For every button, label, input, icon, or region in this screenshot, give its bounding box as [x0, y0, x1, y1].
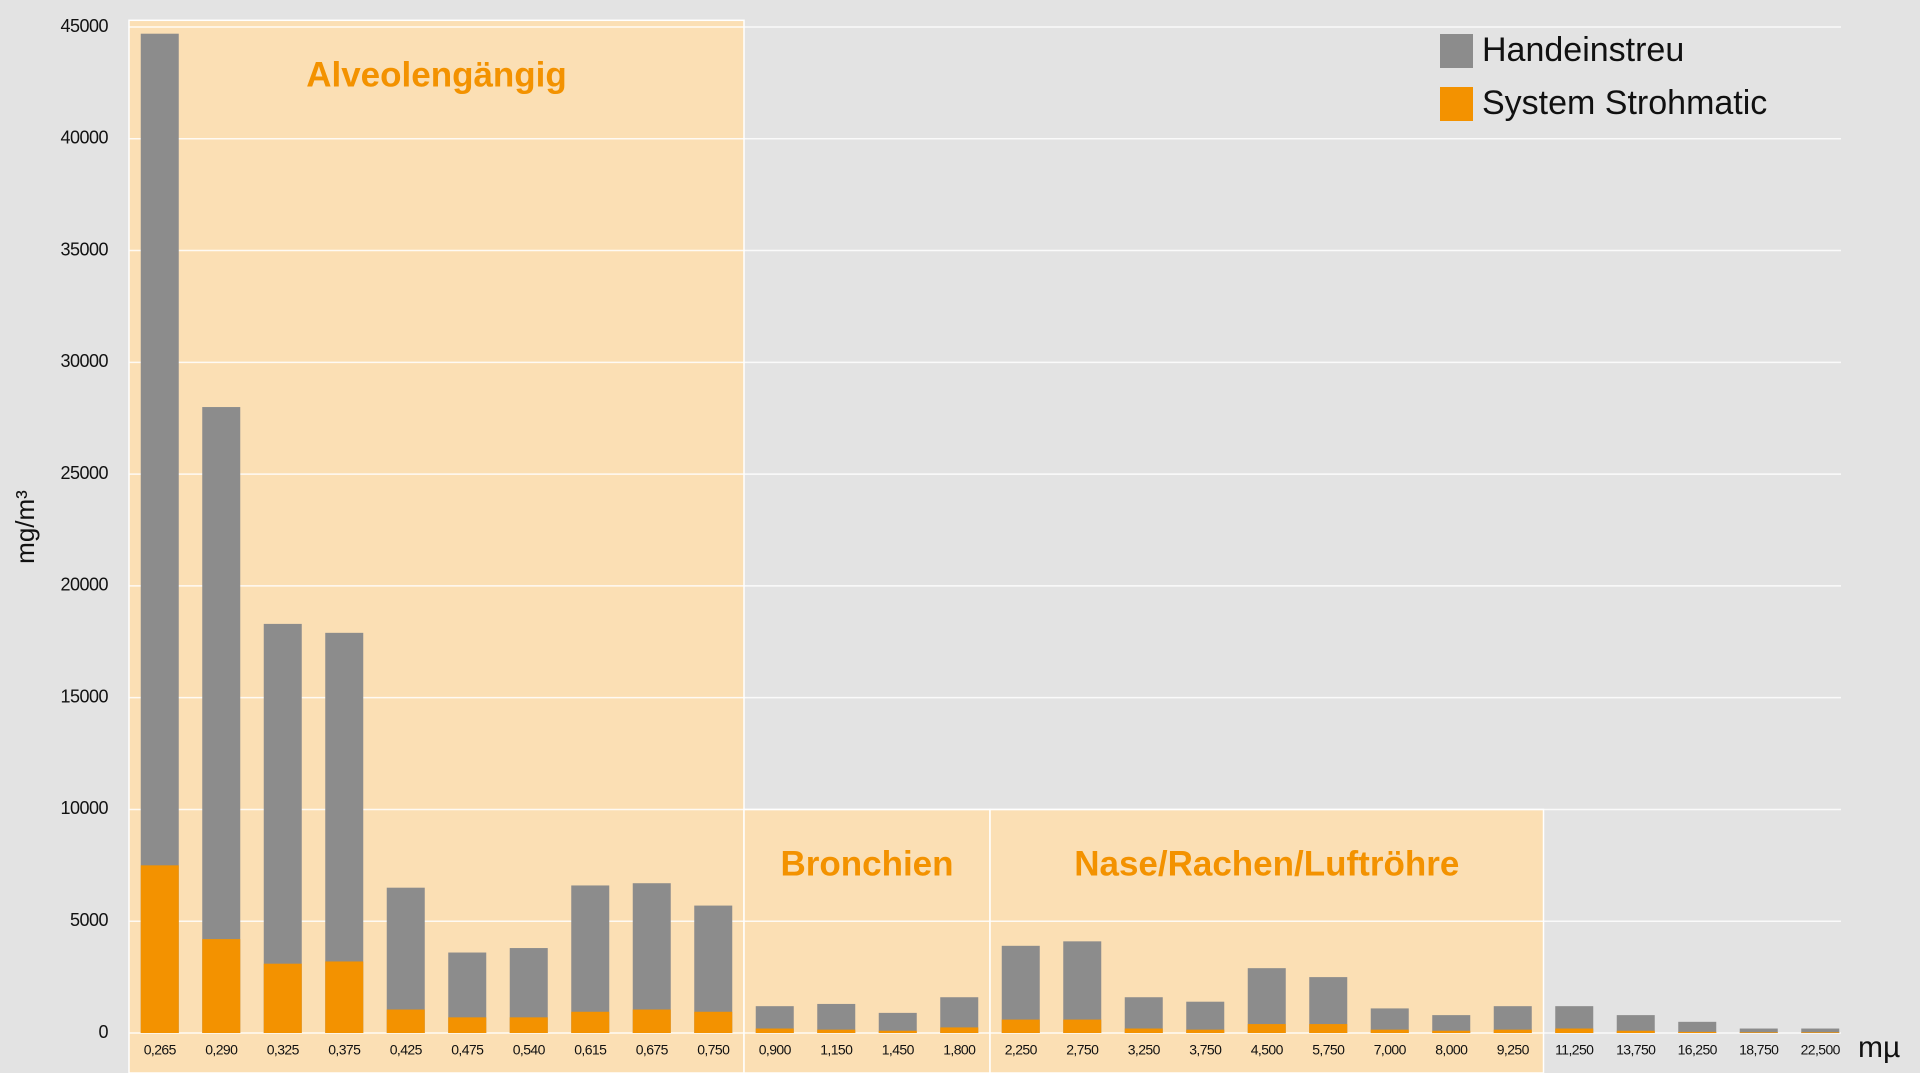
x-tick-label: 1,150 — [820, 1042, 853, 1058]
bar — [817, 1029, 856, 1033]
bar — [1186, 1001, 1225, 1033]
bar — [202, 939, 241, 1033]
bar — [1186, 1029, 1225, 1033]
y-tick-label: 45000 — [60, 16, 108, 36]
bar — [509, 1017, 548, 1033]
x-tick-label: 18,750 — [1739, 1042, 1779, 1058]
bar — [1247, 1024, 1286, 1033]
x-tick-label: 11,250 — [1555, 1042, 1594, 1058]
bar — [1555, 1028, 1594, 1033]
bar — [1124, 997, 1163, 1033]
y-tick-label: 30000 — [60, 351, 108, 371]
x-tick-label: 0,750 — [697, 1042, 730, 1058]
x-tick-label: 0,265 — [144, 1042, 177, 1058]
region-label: Nase/Rachen/Luftröhre — [1074, 845, 1459, 884]
x-tick-label: 22,500 — [1801, 1042, 1841, 1058]
x-tick-label: 2,750 — [1066, 1042, 1099, 1058]
x-tick-label: 0,675 — [636, 1042, 669, 1058]
bar — [1309, 977, 1348, 1033]
legend-label: System Strohmatic — [1482, 84, 1767, 122]
bar — [1432, 1015, 1471, 1033]
bar — [755, 1028, 794, 1033]
bar — [1801, 1028, 1840, 1033]
bar — [817, 1003, 856, 1033]
bar — [878, 1030, 917, 1033]
bar — [940, 1027, 979, 1033]
x-tick-label: 1,450 — [882, 1042, 915, 1058]
bar — [694, 1011, 733, 1033]
y-axis-label: mg/m³ — [10, 490, 40, 564]
bar — [1370, 1029, 1409, 1033]
x-tick-label: 3,750 — [1189, 1042, 1222, 1058]
legend-label: Handeinstreu — [1482, 31, 1684, 69]
bar — [1247, 968, 1286, 1033]
x-tick-label: 9,250 — [1497, 1042, 1530, 1058]
x-tick-label: 8,000 — [1435, 1042, 1468, 1058]
x-tick-label: 13,750 — [1616, 1042, 1656, 1058]
bar — [386, 1009, 425, 1033]
bar — [1616, 1030, 1655, 1033]
bar — [1493, 1006, 1532, 1033]
x-tick-label: 0,615 — [574, 1042, 607, 1058]
bar — [1493, 1029, 1532, 1033]
bar — [1309, 1024, 1348, 1033]
bar — [1739, 1032, 1778, 1033]
y-tick-label: 5000 — [70, 910, 109, 930]
bar — [386, 887, 425, 1033]
region-label: Alveolengängig — [306, 56, 567, 95]
x-tick-label: 0,325 — [267, 1042, 300, 1058]
legend-swatch — [1440, 34, 1473, 68]
y-tick-label: 15000 — [60, 686, 108, 706]
x-tick-label: 7,000 — [1374, 1042, 1407, 1058]
bar — [1678, 1031, 1717, 1033]
bar — [325, 961, 364, 1033]
x-tick-label: 16,250 — [1678, 1042, 1718, 1058]
x-unit-label: mµ — [1858, 1031, 1900, 1064]
y-tick-label: 20000 — [60, 575, 108, 595]
y-tick-label: 25000 — [60, 463, 108, 483]
bar — [448, 1017, 487, 1033]
bar — [1063, 1019, 1102, 1033]
bar — [632, 1009, 671, 1033]
bar — [878, 1012, 917, 1033]
x-tick-label: 0,290 — [205, 1042, 238, 1058]
x-tick-label: 4,500 — [1251, 1042, 1284, 1058]
bar — [1063, 941, 1102, 1033]
x-tick-label: 0,425 — [390, 1042, 423, 1058]
bar — [632, 883, 671, 1033]
bar — [940, 997, 979, 1033]
bar — [140, 865, 179, 1033]
x-tick-label: 0,375 — [328, 1042, 361, 1058]
bar — [571, 885, 610, 1033]
x-tick-label: 3,250 — [1128, 1042, 1161, 1058]
bar — [1124, 1028, 1163, 1033]
x-tick-label: 0,900 — [759, 1042, 792, 1058]
x-tick-label: 1,800 — [943, 1042, 976, 1058]
bar — [1001, 945, 1040, 1033]
bar — [1432, 1030, 1471, 1033]
y-tick-label: 10000 — [60, 798, 108, 818]
region-label: Bronchien — [780, 845, 953, 884]
bar — [1739, 1028, 1778, 1033]
x-tick-label: 2,250 — [1005, 1042, 1038, 1058]
x-tick-label: 5,750 — [1312, 1042, 1345, 1058]
x-tick-label: 0,540 — [513, 1042, 546, 1058]
bar — [202, 407, 241, 1033]
y-tick-label: 35000 — [60, 239, 108, 259]
y-tick-label: 0 — [98, 1022, 108, 1042]
y-tick-label: 40000 — [60, 128, 108, 148]
bar — [1678, 1021, 1717, 1033]
bar — [263, 963, 302, 1033]
legend-swatch — [1440, 87, 1473, 121]
bar — [1801, 1032, 1840, 1033]
bar — [1370, 1008, 1409, 1033]
bar — [571, 1011, 610, 1033]
x-tick-label: 0,475 — [451, 1042, 484, 1058]
bar — [1001, 1019, 1040, 1033]
bar — [1616, 1015, 1655, 1033]
